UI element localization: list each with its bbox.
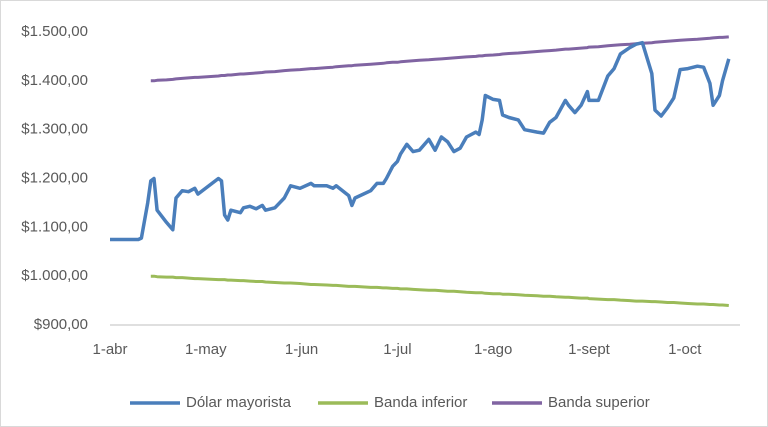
legend-label: Dólar mayorista (186, 394, 292, 411)
y-tick-label: $900,00 (34, 316, 88, 333)
x-tick-label: 1-sept (568, 341, 611, 358)
series-line (110, 40, 731, 242)
legend-label: Banda inferior (374, 394, 467, 411)
x-tick-label: 1-jun (285, 341, 318, 358)
series-line (150, 274, 729, 307)
x-tick-label: 1-jul (383, 341, 411, 358)
y-tick-label: $1.000,00 (21, 267, 88, 284)
y-tick-label: $1.200,00 (21, 169, 88, 186)
y-tick-label: $1.100,00 (21, 218, 88, 235)
x-tick-label: 1-abr (92, 341, 127, 358)
y-tick-label: $1.500,00 (21, 23, 88, 40)
x-tick-label: 1-may (185, 341, 227, 358)
x-tick-label: 1-oct (668, 341, 702, 358)
y-tick-label: $1.300,00 (21, 121, 88, 138)
y-tick-label: $1.400,00 (21, 72, 88, 89)
x-tick-label: 1-ago (474, 341, 512, 358)
legend-label: Banda superior (548, 394, 650, 411)
